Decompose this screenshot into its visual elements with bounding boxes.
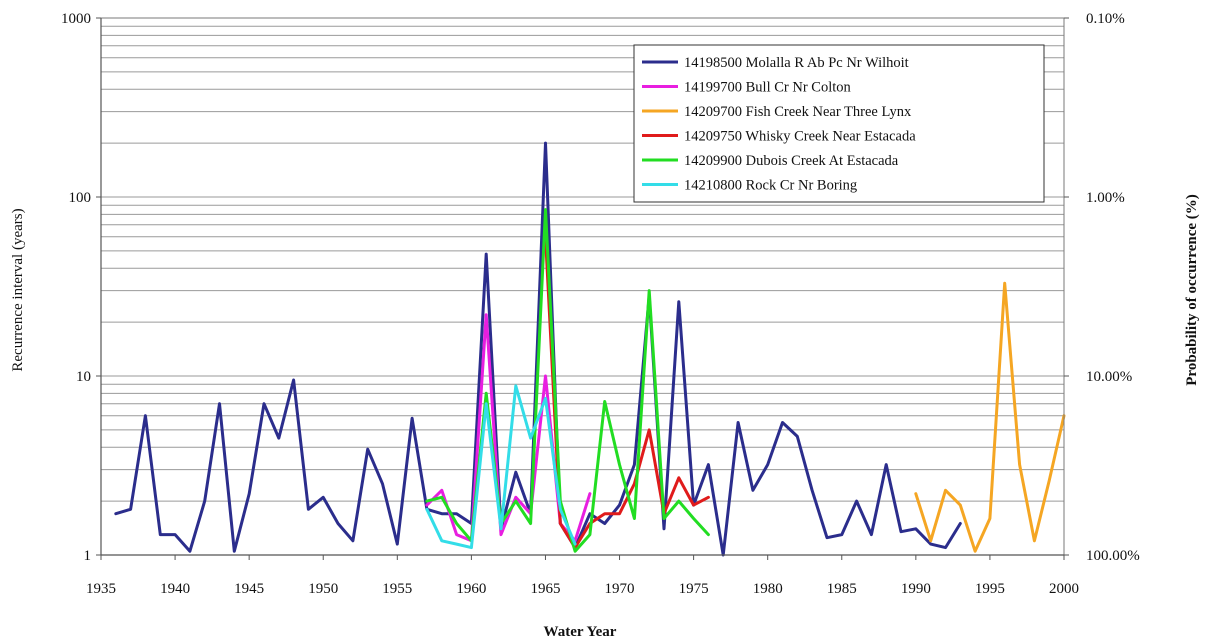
series-line-2 bbox=[425, 313, 592, 543]
x-tick-label: 1970 bbox=[605, 581, 635, 597]
legend-label-2: 14199700 Bull Cr Nr Colton bbox=[684, 80, 852, 96]
x-tick-label: 1995 bbox=[975, 581, 1005, 597]
legend-label-5: 14209900 Dubois Creek At Estacada bbox=[684, 153, 899, 169]
y-tick-label: 10 bbox=[76, 369, 91, 385]
series-line-1 bbox=[114, 141, 962, 557]
legend-label-6: 14210800 Rock Cr Nr Boring bbox=[684, 178, 857, 194]
x-tick-label: 1980 bbox=[753, 581, 783, 597]
legend-box bbox=[633, 44, 1045, 203]
y-tick-label: 1000 bbox=[61, 11, 91, 27]
y2-tick-label: 1.00% bbox=[1086, 190, 1125, 206]
legend-label-4: 14209750 Whisky Creek Near Estacada bbox=[684, 129, 916, 145]
x-tick-label: 1935 bbox=[86, 581, 116, 597]
y2-tick-label: 10.00% bbox=[1086, 369, 1132, 385]
y2-tick-label: 0.10% bbox=[1086, 11, 1125, 27]
y-axis-title: Recurrence interval (years) bbox=[10, 208, 26, 371]
series-line-3 bbox=[914, 281, 1066, 553]
legend-label-1: 14198500 Molalla R Ab Pc Nr Wilhoit bbox=[684, 55, 909, 71]
x-axis-title: Water Year bbox=[544, 624, 617, 640]
series-lines bbox=[114, 141, 1066, 557]
axes: 1 10 100 1000 100.00% 10.00% 1.00% 0.10% 1935 194… bbox=[61, 11, 1140, 597]
x-tick-label: 1965 bbox=[530, 581, 560, 597]
x-tick-label: 1960 bbox=[456, 581, 486, 597]
x-tick-label: 2000 bbox=[1049, 581, 1079, 597]
y-tick-label: 1 bbox=[84, 548, 92, 564]
x-tick-label: 1950 bbox=[308, 581, 338, 597]
legend-label-3: 14209700 Fish Creek Near Three Lynx bbox=[684, 104, 912, 120]
x-tick-label: 1945 bbox=[234, 581, 264, 597]
series-line-6 bbox=[425, 384, 577, 550]
x-tick-label: 1940 bbox=[160, 581, 190, 597]
x-tick-label: 1955 bbox=[382, 581, 412, 597]
x-tick-label: 1975 bbox=[679, 581, 709, 597]
x-tick-label: 1990 bbox=[901, 581, 931, 597]
y2-tick-label: 100.00% bbox=[1086, 548, 1140, 564]
x-tick-label: 1985 bbox=[827, 581, 857, 597]
legend: 14198500 Molalla R Ab Pc Nr Wilhoit 14199… bbox=[633, 44, 1045, 203]
y2-axis-title: Probability of occurrence (%) bbox=[1184, 194, 1200, 385]
y-tick-label: 100 bbox=[69, 190, 92, 206]
